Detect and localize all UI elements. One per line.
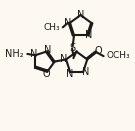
Text: N: N [85, 30, 93, 40]
Text: N: N [64, 18, 72, 28]
Text: O: O [43, 69, 50, 79]
Text: N: N [30, 49, 37, 59]
Text: NH₂: NH₂ [5, 49, 24, 59]
Text: CH₃: CH₃ [44, 23, 60, 32]
Text: N: N [44, 45, 52, 55]
Text: S: S [69, 43, 75, 53]
Text: N: N [82, 67, 89, 77]
Text: N: N [60, 54, 67, 64]
Text: O: O [94, 46, 102, 56]
Text: N: N [66, 69, 73, 79]
Text: OCH₃: OCH₃ [107, 51, 131, 60]
Text: N: N [77, 10, 84, 20]
